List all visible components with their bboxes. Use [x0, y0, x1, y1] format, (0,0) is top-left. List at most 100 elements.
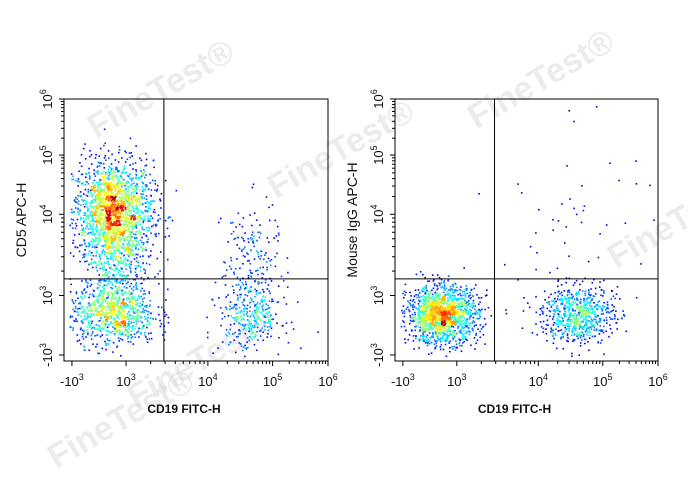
event-dot: [108, 245, 111, 247]
event-dot: [270, 258, 273, 261]
event-dot: [414, 313, 416, 316]
event-dot: [443, 316, 445, 319]
event-dot: [454, 335, 456, 338]
event-dot: [82, 229, 84, 231]
event-dot: [130, 194, 132, 196]
event-dot: [424, 311, 426, 313]
event-dot: [469, 324, 471, 327]
event-dot: [428, 326, 430, 329]
event-dot: [412, 335, 415, 337]
event-dot: [107, 295, 109, 297]
event-dot: [157, 220, 159, 222]
event-dot: [153, 166, 155, 169]
event-dot: [111, 239, 113, 242]
event-dot: [463, 340, 465, 343]
event-dot: [146, 326, 148, 329]
event-dot: [244, 332, 247, 335]
event-dot: [132, 205, 134, 207]
event-dot: [95, 210, 98, 212]
event-dot: [238, 247, 241, 250]
event-dot: [167, 321, 170, 324]
event-dot: [110, 297, 113, 299]
event-dot: [125, 249, 128, 251]
event-dot: [241, 236, 243, 239]
event-dot: [135, 169, 137, 171]
event-dot: [443, 300, 445, 303]
event-dot: [77, 207, 79, 210]
event-dot: [419, 310, 422, 312]
event-dot: [103, 233, 105, 236]
event-dot: [422, 295, 424, 297]
event-dot: [245, 329, 247, 331]
event-dot: [447, 330, 449, 333]
event-dot: [274, 219, 276, 222]
event-dot: [432, 312, 435, 315]
event-dot: [438, 328, 441, 331]
event-dot: [143, 315, 146, 318]
event-dot: [455, 343, 458, 345]
event-dot: [273, 237, 275, 239]
event-dot: [89, 231, 92, 234]
event-dot: [152, 159, 155, 162]
event-dot: [505, 309, 507, 311]
event-dot: [103, 189, 105, 191]
event-dot: [259, 330, 261, 333]
event-dot: [123, 249, 126, 252]
event-dot: [148, 292, 151, 295]
event-dot: [447, 289, 450, 291]
event-dot: [269, 292, 271, 295]
event-dot: [118, 245, 120, 247]
event-dot: [254, 280, 256, 283]
event-dot: [117, 204, 119, 206]
event-dot: [469, 297, 472, 300]
event-dot: [119, 330, 122, 333]
event-dot: [110, 268, 113, 271]
event-dot: [72, 308, 74, 311]
event-dot: [431, 310, 433, 312]
event-dot: [451, 334, 454, 337]
event-dot: [442, 311, 445, 313]
event-dot: [136, 273, 138, 276]
event-dot: [474, 284, 477, 286]
event-dot: [106, 192, 108, 195]
event-dot: [107, 189, 109, 192]
event-dot: [116, 222, 118, 224]
event-dot: [473, 321, 476, 323]
event-dot: [443, 333, 446, 335]
event-dot: [265, 261, 268, 263]
event-dot: [125, 245, 127, 247]
event-dot: [132, 224, 135, 226]
event-dot: [136, 332, 138, 334]
event-dot: [130, 287, 133, 290]
event-dot: [125, 330, 127, 332]
event-dot: [111, 216, 113, 219]
event-dot: [118, 149, 121, 151]
event-dot: [104, 155, 107, 157]
event-dot: [428, 280, 431, 282]
event-dot: [144, 186, 147, 188]
event-dot: [411, 330, 413, 332]
event-dot: [104, 313, 106, 315]
event-dot: [90, 262, 92, 264]
event-dot: [105, 279, 108, 281]
event-dot: [143, 169, 145, 171]
event-dot: [111, 208, 113, 210]
event-dot: [465, 336, 467, 338]
event-dot: [91, 302, 94, 305]
event-dot: [118, 248, 120, 251]
event-dot: [128, 175, 130, 178]
event-dot: [100, 304, 102, 306]
event-dot: [139, 239, 142, 242]
event-dot: [138, 198, 140, 200]
event-dot: [142, 255, 144, 257]
event-dot: [423, 296, 426, 298]
event-dot: [287, 341, 290, 344]
event-dot: [96, 190, 99, 193]
event-dot: [81, 280, 83, 282]
event-dot: [98, 155, 101, 157]
event-dot: [439, 340, 442, 343]
event-dot: [85, 176, 87, 178]
event-dot: [80, 217, 82, 219]
event-dot: [116, 304, 119, 306]
event-dot: [440, 305, 443, 308]
